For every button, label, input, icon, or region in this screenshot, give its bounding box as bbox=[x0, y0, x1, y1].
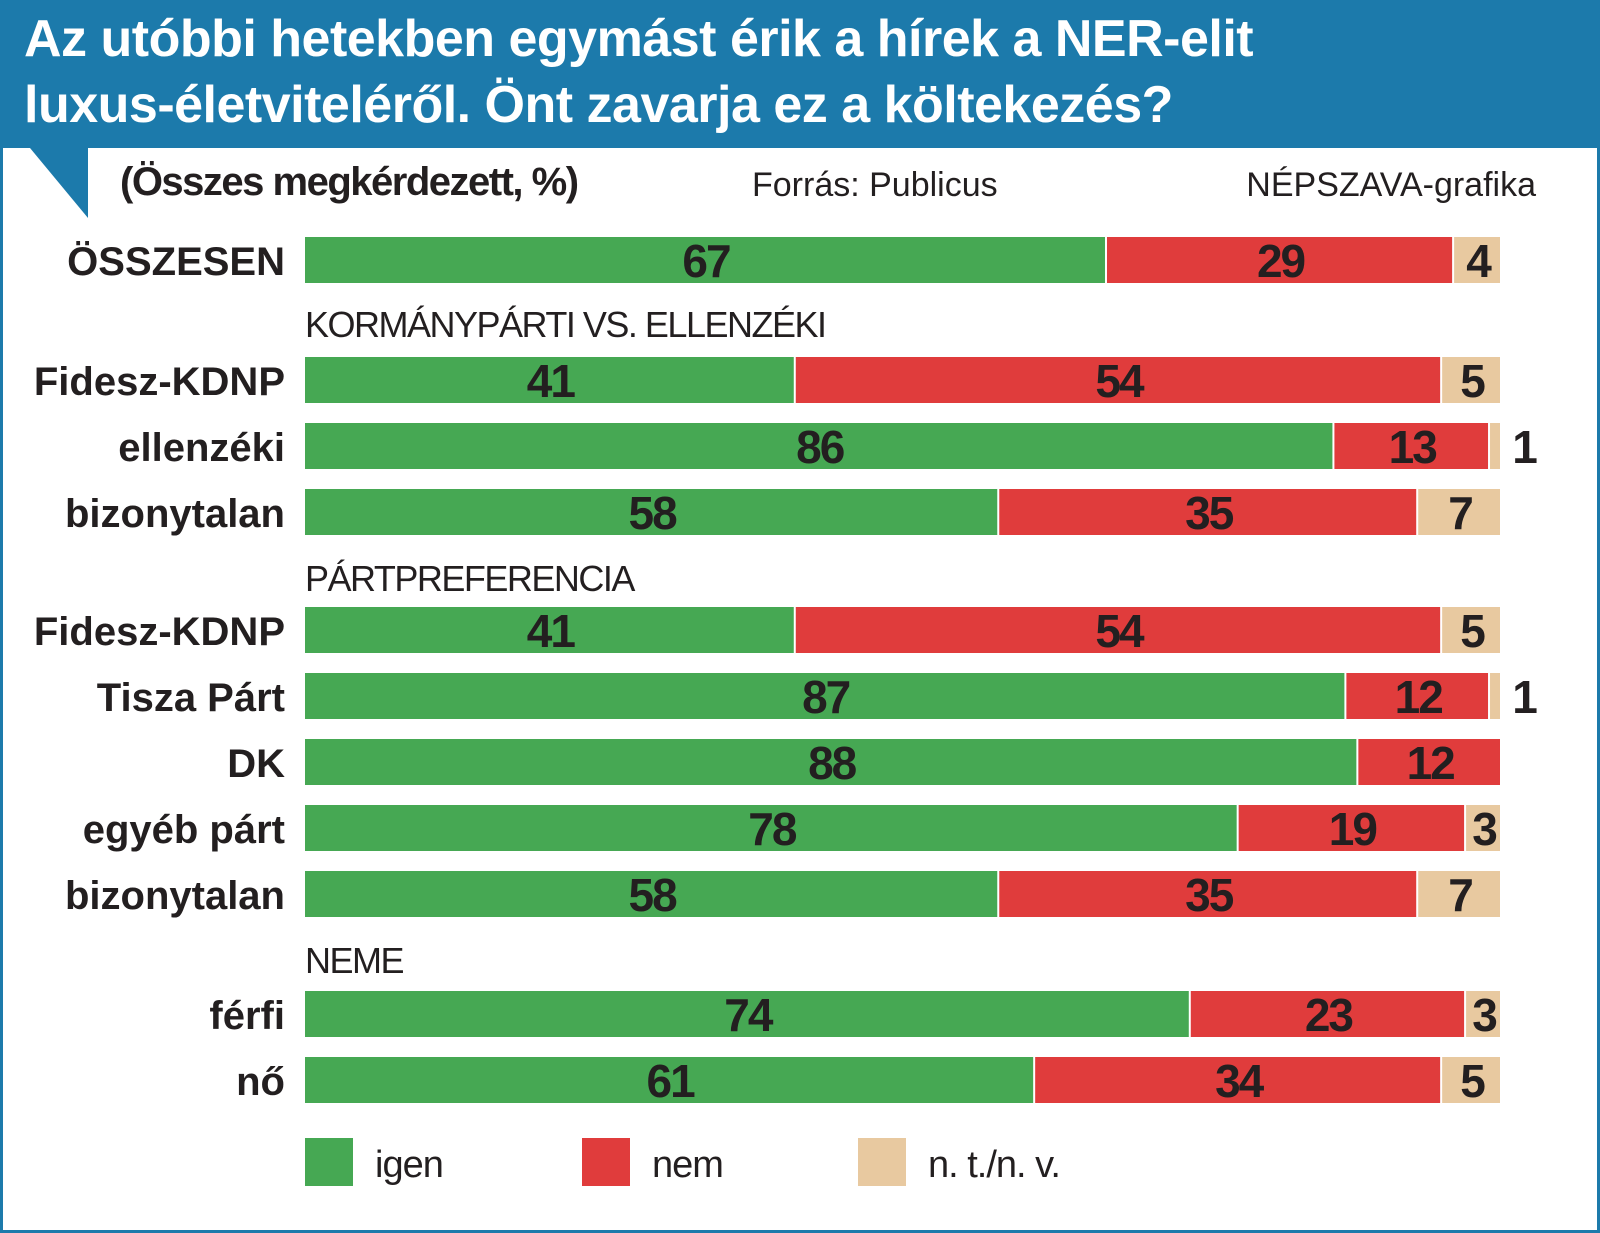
bar-segment-nem bbox=[1358, 739, 1500, 785]
value-label: 58 bbox=[629, 869, 678, 921]
row-label: bizonytalan bbox=[65, 874, 285, 918]
value-label: 5 bbox=[1460, 605, 1485, 657]
value-label: 86 bbox=[796, 421, 844, 473]
bar-segment-nem bbox=[1035, 1057, 1441, 1103]
value-label: 58 bbox=[629, 487, 678, 539]
legend-igen-swatch bbox=[305, 1138, 353, 1186]
bar-segment-igen bbox=[305, 489, 998, 535]
bar-segment-ntnv bbox=[1490, 673, 1500, 719]
bar-segment-igen bbox=[305, 871, 998, 917]
row-label: Fidesz-KDNP bbox=[34, 610, 285, 654]
header-band: Az utóbbi hetekben egymást érik a hírek … bbox=[0, 0, 1600, 148]
row-label: Fidesz-KDNP bbox=[34, 360, 285, 404]
row-label: bizonytalan bbox=[65, 492, 285, 536]
bar-segment-nem bbox=[795, 607, 1441, 653]
bar-segment-igen bbox=[305, 607, 794, 653]
group-heading: PÁRTPREFERENCIA bbox=[305, 558, 635, 599]
bar-segment-igen bbox=[305, 739, 1357, 785]
legend-igen-label: igen bbox=[375, 1144, 443, 1186]
bar-segment-igen bbox=[305, 357, 794, 403]
bar-segment-igen bbox=[305, 423, 1333, 469]
row-label: egyéb párt bbox=[83, 808, 285, 852]
bar-segment-nem bbox=[999, 871, 1417, 917]
chart-subtitle: (Összes megkérdezett, %) bbox=[120, 160, 579, 204]
title-line-2: luxus-életviteléről. Önt zavarja ez a kö… bbox=[24, 76, 1173, 134]
graphic-credit: NÉPSZAVA-grafika bbox=[1246, 166, 1536, 204]
value-label: 12 bbox=[1407, 737, 1455, 789]
bar-segment-ntnv bbox=[1466, 805, 1500, 851]
legend-ntnv-swatch bbox=[858, 1138, 906, 1186]
value-label: 7 bbox=[1448, 487, 1472, 539]
value-label: 54 bbox=[1095, 355, 1145, 407]
bar-segment-nem bbox=[1106, 237, 1453, 283]
value-label: 4 bbox=[1466, 235, 1492, 287]
value-label: 1 bbox=[1512, 671, 1537, 723]
value-label: 61 bbox=[646, 1055, 695, 1107]
source-note: Forrás: Publicus bbox=[752, 166, 998, 204]
value-label: 87 bbox=[802, 671, 850, 723]
row-label: férfi bbox=[209, 994, 285, 1038]
legend-ntnv-label: n. t./n. v. bbox=[928, 1144, 1060, 1186]
bar-segment-igen bbox=[305, 805, 1237, 851]
bar-segment-nem bbox=[1346, 673, 1489, 719]
value-label: 13 bbox=[1389, 421, 1437, 473]
value-label: 41 bbox=[527, 355, 576, 407]
bar-segment-igen bbox=[305, 1057, 1034, 1103]
chart-title: Az utóbbi hetekben egymást érik a hírek … bbox=[24, 6, 1584, 138]
value-label: 54 bbox=[1095, 605, 1145, 657]
row-label: nő bbox=[236, 1060, 285, 1104]
value-label: 23 bbox=[1305, 989, 1353, 1041]
bar-segment-ntnv bbox=[1454, 237, 1500, 283]
legend-nem-swatch bbox=[582, 1138, 630, 1186]
bar-segment-nem bbox=[795, 357, 1441, 403]
value-label: 3 bbox=[1472, 989, 1496, 1041]
value-label: 34 bbox=[1215, 1055, 1265, 1107]
bar-segment-ntnv bbox=[1442, 357, 1500, 403]
bar-segment-ntnv bbox=[1442, 607, 1500, 653]
bar-segment-nem bbox=[999, 489, 1417, 535]
row-label: ÖSSZESEN bbox=[67, 239, 285, 284]
group-heading: NEME bbox=[305, 940, 403, 981]
row-label: Tisza Párt bbox=[97, 676, 285, 720]
value-label: 29 bbox=[1257, 235, 1305, 287]
row-label: DK bbox=[227, 742, 285, 786]
group-heading: KORMÁNYPÁRTI VS. ELLENZÉKI bbox=[305, 304, 826, 345]
value-label: 67 bbox=[682, 235, 730, 287]
title-line-1: Az utóbbi hetekben egymást érik a hírek … bbox=[24, 10, 1254, 68]
value-label: 35 bbox=[1185, 869, 1234, 921]
value-label: 78 bbox=[748, 803, 797, 855]
bar-segment-nem bbox=[1334, 423, 1489, 469]
bar-segment-ntnv bbox=[1466, 991, 1500, 1037]
value-label: 7 bbox=[1448, 869, 1472, 921]
bar-segment-igen bbox=[305, 991, 1189, 1037]
value-label: 41 bbox=[527, 605, 576, 657]
value-label: 74 bbox=[724, 989, 774, 1041]
value-label: 5 bbox=[1460, 355, 1485, 407]
value-label: 5 bbox=[1460, 1055, 1485, 1107]
bar-segment-igen bbox=[305, 237, 1105, 283]
bar-segment-ntnv bbox=[1442, 1057, 1500, 1103]
value-label: 88 bbox=[808, 737, 857, 789]
bar-segment-ntnv bbox=[1418, 871, 1500, 917]
legend-nem-label: nem bbox=[652, 1144, 723, 1186]
value-label: 1 bbox=[1512, 421, 1537, 473]
bar-segment-ntnv bbox=[1490, 423, 1500, 469]
bar-segment-ntnv bbox=[1418, 489, 1500, 535]
bar-segment-igen bbox=[305, 673, 1345, 719]
value-label: 35 bbox=[1185, 487, 1234, 539]
value-label: 12 bbox=[1395, 671, 1443, 723]
speech-bubble-tail bbox=[30, 148, 88, 218]
row-label: ellenzéki bbox=[118, 426, 285, 470]
bar-segment-nem bbox=[1190, 991, 1465, 1037]
bar-segment-nem bbox=[1238, 805, 1465, 851]
value-label: 19 bbox=[1329, 803, 1377, 855]
value-label: 3 bbox=[1472, 803, 1496, 855]
